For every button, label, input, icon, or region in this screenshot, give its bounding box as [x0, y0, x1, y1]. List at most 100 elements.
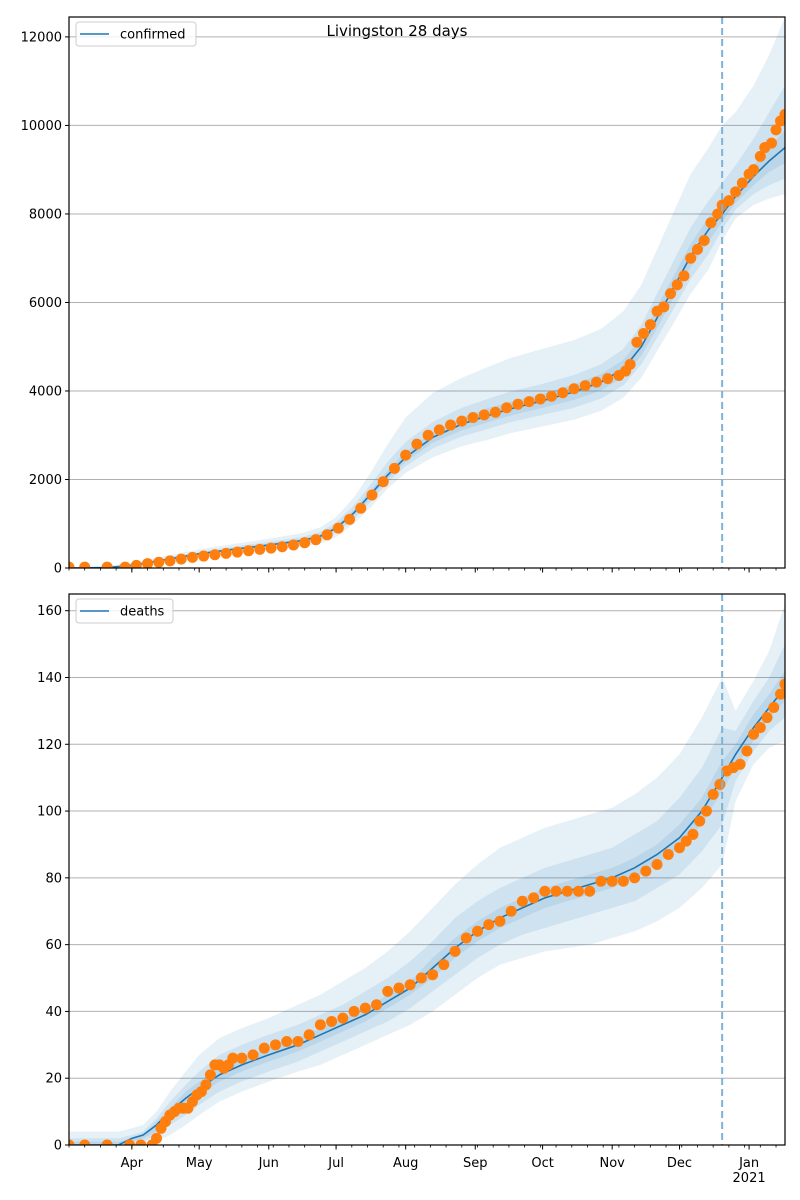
observed-point	[714, 778, 726, 790]
observed-point	[142, 558, 154, 568]
observed-point	[299, 537, 311, 549]
observed-point	[276, 541, 288, 553]
observed-point	[568, 383, 580, 395]
y-tick-label: 100	[37, 805, 62, 820]
observed-point	[550, 885, 562, 897]
observed-point	[505, 905, 517, 917]
deaths-panel: 0 20 40 60 80 100 120 140 160 Apr May Jun Jul Aug Sep O…	[37, 593, 786, 1186]
observed-point	[164, 555, 176, 567]
observed-point	[124, 1139, 136, 1145]
observed-point	[700, 805, 712, 817]
observed-point	[254, 543, 266, 555]
observed-point	[651, 858, 663, 870]
observed-point	[761, 712, 773, 724]
legend-label: deaths	[120, 605, 165, 620]
observed-point	[687, 828, 699, 840]
band-outer	[69, 17, 785, 568]
model-line	[69, 687, 785, 1145]
observed-point	[640, 865, 652, 877]
observed-point	[153, 556, 165, 568]
observed-point	[768, 702, 780, 714]
observed-point	[741, 745, 753, 757]
observed-point	[467, 412, 479, 424]
observed-point	[258, 1042, 270, 1054]
observed-point	[269, 1039, 281, 1051]
confirmed-panel: 0 2000 4000 6000 8000 10000 12000 confirmed	[21, 16, 786, 577]
observed-point	[748, 164, 760, 176]
y-tick-label: 12000	[21, 30, 62, 45]
observed-point	[388, 462, 400, 474]
observed-point	[671, 279, 683, 291]
legend-label: confirmed	[120, 28, 186, 43]
observed-point	[204, 1069, 216, 1081]
observed-point	[606, 875, 618, 887]
observed-point	[220, 547, 232, 559]
observed-point	[631, 336, 643, 348]
observed-point	[658, 301, 670, 313]
observed-point	[366, 489, 378, 501]
x-tick-sublabel: 2021	[733, 1171, 766, 1186]
observed-point	[119, 561, 131, 568]
observed-point	[433, 424, 445, 436]
observed-point	[175, 553, 187, 565]
observed-point	[478, 409, 490, 421]
x-tick-label: Oct	[531, 1156, 553, 1171]
figure-title: Livingston 28 days	[326, 22, 467, 40]
observed-point	[662, 848, 674, 860]
observed-point	[595, 875, 607, 887]
observed-point	[292, 1035, 304, 1047]
band-middle	[69, 644, 785, 1145]
x-tick-label: Jul	[327, 1156, 344, 1171]
band-inner	[69, 129, 785, 568]
y-tick-label: 40	[45, 1005, 62, 1020]
legend-box	[75, 21, 197, 47]
observed-point	[483, 919, 495, 931]
observed-point	[779, 108, 785, 120]
observed-point	[69, 561, 75, 568]
observed-point	[337, 1012, 349, 1024]
x-tick-label: Dec	[667, 1156, 692, 1171]
observed-point	[766, 137, 778, 149]
observed-point	[310, 534, 322, 546]
x-tick-label: Sep	[463, 1156, 488, 1171]
legend-box	[75, 598, 174, 624]
x-tick-label: May	[186, 1156, 213, 1171]
observed-point	[629, 872, 641, 884]
observed-point	[523, 396, 535, 408]
observed-point	[584, 885, 596, 897]
y-tick-label: 0	[54, 562, 62, 577]
observed-point	[422, 429, 434, 441]
observed-point	[736, 177, 748, 189]
observed-point	[348, 1005, 360, 1017]
observed-point	[227, 1052, 239, 1064]
observed-point	[445, 419, 457, 431]
observed-point	[449, 945, 461, 957]
observed-point	[393, 982, 405, 994]
observed-point	[691, 243, 703, 255]
observed-point	[644, 319, 656, 331]
observed-point	[326, 1015, 338, 1027]
observed-point	[151, 1132, 163, 1144]
observed-point	[69, 1139, 75, 1145]
observed-point	[415, 972, 427, 984]
observed-point	[236, 1052, 248, 1064]
y-tick-label: 80	[45, 871, 62, 886]
observed-point	[705, 217, 717, 229]
observed-point	[730, 186, 742, 198]
observed-point	[460, 932, 472, 944]
observed-point	[494, 915, 506, 927]
observed-point	[101, 561, 113, 568]
observed-point	[602, 373, 614, 385]
observed-point	[707, 788, 719, 800]
y-tick-label: 60	[45, 938, 62, 953]
y-tick-label: 10000	[21, 119, 62, 134]
observed-point	[775, 688, 785, 700]
legend: confirmed	[75, 21, 197, 47]
observed-point	[209, 549, 221, 561]
y-tick-label: 160	[37, 604, 62, 619]
y-tick-label: 20	[45, 1072, 62, 1087]
observed-point	[779, 678, 785, 690]
y-tick-label: 4000	[29, 384, 62, 399]
observed-point	[680, 835, 692, 847]
observed-point	[539, 885, 551, 897]
